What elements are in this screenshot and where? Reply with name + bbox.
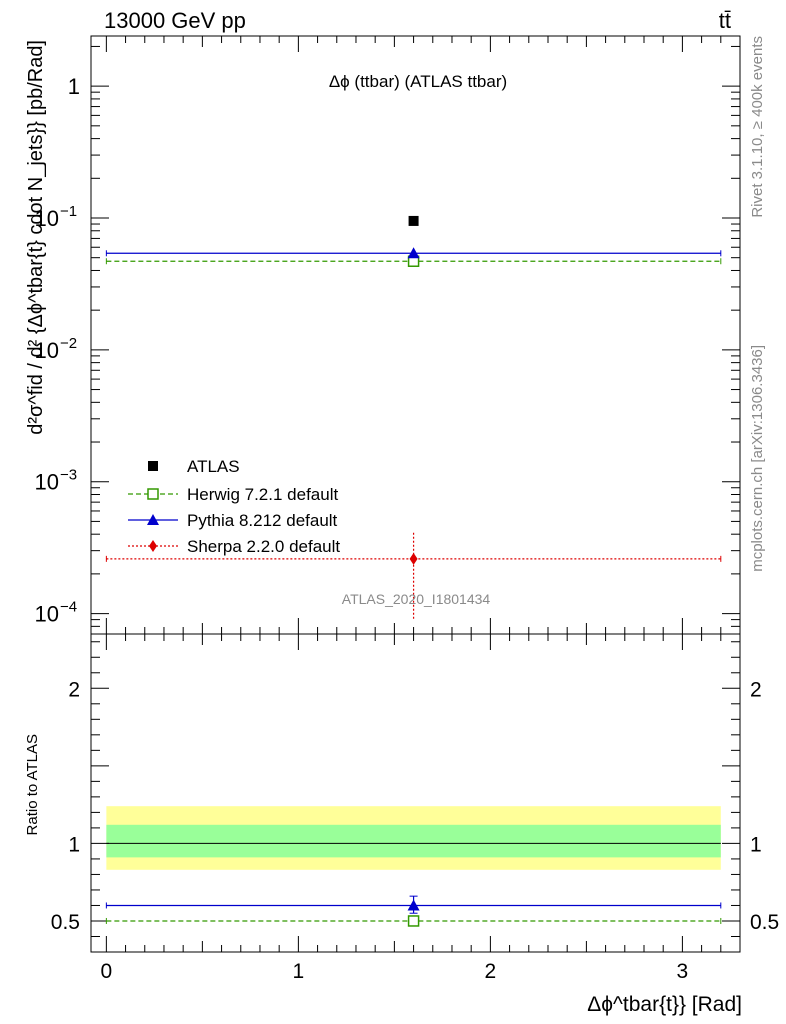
y-tick-label-ratio-right: 0.5	[750, 911, 779, 934]
uncertainty-band-inner	[106, 824, 721, 858]
legend-marker-atlas	[148, 461, 158, 471]
y-tick-label-ratio-left: 0.5	[51, 911, 80, 934]
x-tick-label: 1	[293, 960, 305, 983]
y-tick-exponent-main: −4	[60, 599, 77, 616]
y-axis-label-main: d²σ^fid / d² {Δϕ^tbar{t} cdot N_jets}} […	[25, 40, 47, 435]
x-axis-label: Δϕ^tbar{t}} [Rad]	[587, 993, 742, 1016]
x-tick-label: 0	[101, 960, 113, 983]
series-main	[105, 215, 722, 620]
y-tick-label-main: 10	[35, 470, 59, 495]
y-tick-label-main: 10	[35, 338, 59, 363]
ratio-marker-0	[407, 915, 420, 927]
y-axis-label-ratio: Ratio to ATLAS	[24, 734, 41, 835]
y-tick-label-main: 10	[35, 602, 59, 627]
x-tick-label: 3	[677, 960, 689, 983]
legend-label-0: Herwig 7.2.1 default	[187, 485, 338, 504]
y-tick-exponent-main: −1	[60, 203, 77, 220]
y-tick-label-main: 10	[35, 206, 59, 231]
legend-label-1: Pythia 8.212 default	[187, 511, 338, 530]
legend-label-atlas: ATLAS	[187, 457, 240, 476]
axis-ticks	[91, 36, 740, 953]
analysis-watermark: ATLAS_2020_I1801434	[342, 591, 491, 607]
y-tick-label-ratio-left: 2	[68, 678, 80, 701]
x-tick-label: 2	[485, 960, 497, 983]
legend: ATLAS Herwig 7.2.1 default Pythia 8.212 de…	[128, 457, 340, 556]
y-tick-exponent-main: −2	[60, 335, 77, 352]
y-tick-exponent-main: −3	[60, 467, 77, 484]
series-ratio	[105, 895, 722, 927]
legend-label-2: Sherpa 2.2.0 default	[187, 537, 340, 556]
y-tick-label-main: 1	[68, 74, 80, 99]
process-label: tt̄	[719, 8, 731, 33]
series-marker-1	[407, 247, 420, 259]
data-point-atlas	[408, 215, 419, 226]
ratio-bands	[106, 806, 721, 870]
ratio-panel-frame	[90, 633, 741, 953]
series-marker-2	[409, 552, 418, 565]
legend-marker-2	[149, 540, 157, 552]
legend-marker-0	[147, 488, 159, 500]
rivet-label: Rivet 3.1.10, ≥ 400k events	[749, 36, 766, 218]
ratio-marker-1	[407, 899, 420, 911]
energy-label: 13000 GeV pp	[104, 8, 246, 33]
chart-title: Δϕ (ttbar) (ATLAS ttbar)	[329, 72, 507, 91]
y-tick-label-ratio-right: 1	[750, 833, 762, 856]
y-tick-label-ratio-right: 2	[750, 678, 762, 701]
mcplots-label: mcplots.cern.ch [arXiv:1306.3436]	[749, 345, 766, 572]
y-tick-label-ratio-left: 1	[68, 833, 80, 856]
legend-marker-1	[147, 514, 159, 525]
